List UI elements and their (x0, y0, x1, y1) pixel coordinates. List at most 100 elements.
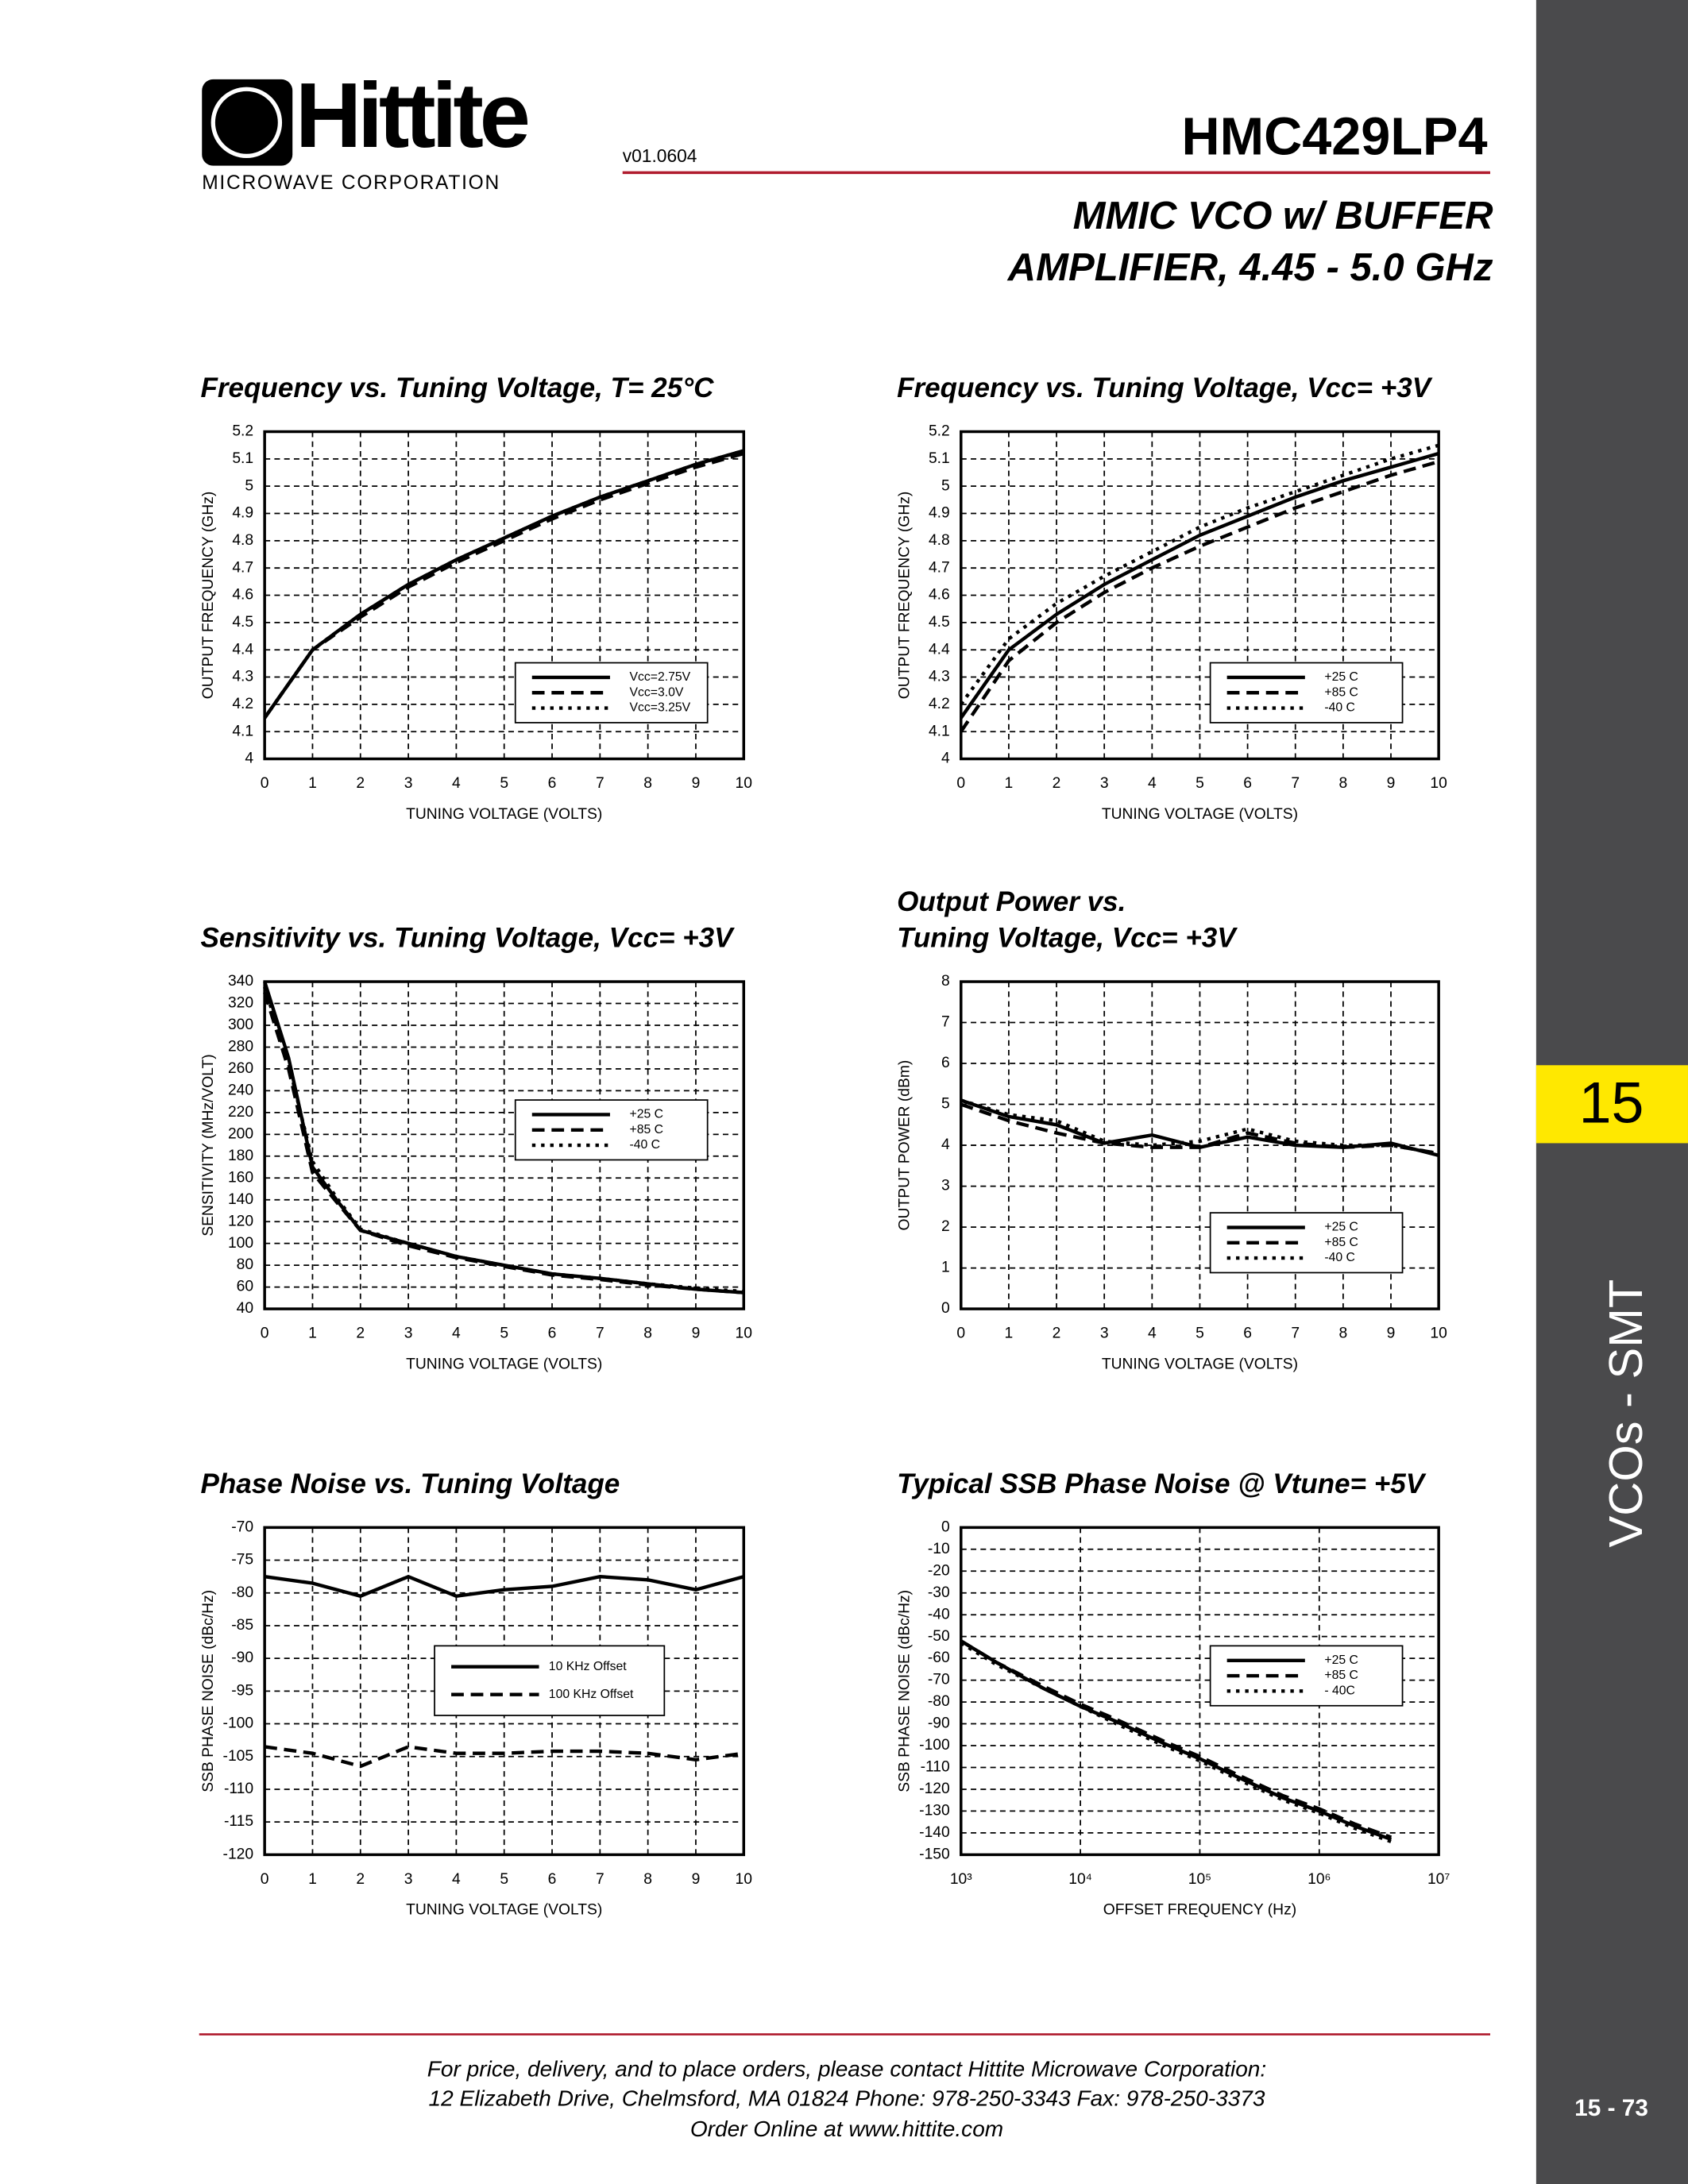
legend-label: +85 C (1324, 1236, 1358, 1249)
x-tick-label: 7 (596, 1325, 605, 1342)
y-tick-label: 5.1 (232, 450, 253, 467)
chart-title: Sensitivity vs. Tuning Voltage, Vcc= +3V (200, 923, 735, 954)
y-tick-label: 1 (941, 1260, 950, 1276)
x-tick-label: 2 (356, 1325, 365, 1342)
y-tick-label: -120 (919, 1781, 950, 1797)
x-tick-label: 2 (1053, 1325, 1061, 1342)
x-tick-label: 7 (1291, 1325, 1300, 1342)
y-tick-label: 5 (245, 477, 253, 494)
y-tick-label: 2 (941, 1218, 950, 1235)
x-tick-label: 0 (956, 1325, 965, 1342)
x-tick-label: 7 (596, 775, 605, 792)
legend-label: +85 C (1324, 685, 1358, 699)
y-tick-label: 5.2 (232, 423, 253, 440)
y-tick-label: -10 (928, 1541, 950, 1557)
y-tick-label: 3 (941, 1178, 950, 1194)
y-tick-label: -110 (921, 1759, 950, 1776)
y-axis-label: OUTPUT FREQUENCY (GHz) (897, 492, 914, 700)
plot-frame (263, 1526, 746, 1857)
y-tick-label: -70 (231, 1518, 253, 1535)
x-axis-label: TUNING VOLTAGE (VOLTS) (406, 1356, 602, 1372)
y-tick-label: 4 (941, 751, 950, 767)
legend-label: +25 C (1324, 670, 1358, 684)
y-tick-label: 260 (228, 1060, 253, 1077)
y-tick-label: -50 (928, 1628, 950, 1645)
y-tick-label: 4.1 (232, 723, 253, 739)
x-tick-label: 1 (1005, 775, 1014, 792)
x-tick-label: 10 (1430, 775, 1447, 792)
plot-frame (263, 980, 746, 1310)
x-axis-label: TUNING VOLTAGE (VOLTS) (1102, 1356, 1298, 1372)
x-tick-label: 10 (736, 775, 752, 792)
legend-box (1209, 662, 1404, 723)
x-tick-label: 5 (1196, 1325, 1204, 1342)
y-tick-label: 4.7 (232, 559, 253, 576)
x-tick-label: 1 (308, 1871, 317, 1888)
x-tick-label: 9 (692, 1871, 701, 1888)
x-tick-label: 3 (404, 1871, 413, 1888)
x-axis-label: TUNING VOLTAGE (VOLTS) (406, 806, 602, 823)
series-line (960, 1102, 1439, 1156)
x-tick-label: 3 (1100, 775, 1109, 792)
x-tick-label: 1 (1005, 1325, 1014, 1342)
x-tick-label: 10 (736, 1325, 752, 1342)
legend-label: +85 C (629, 1123, 663, 1136)
x-tick-label: 3 (404, 775, 413, 792)
x-tick-label: 8 (643, 775, 652, 792)
series-line (263, 986, 744, 1294)
legend-label: 100 KHz Offset (549, 1688, 634, 1701)
x-tick-label: 5 (500, 775, 508, 792)
x-tick-label: 6 (548, 1325, 557, 1342)
series-line (264, 1574, 744, 1599)
series-line (960, 1098, 1439, 1156)
series-line (959, 451, 1439, 720)
x-axis-label: TUNING VOLTAGE (VOLTS) (406, 1902, 602, 1919)
y-tick-label: 4.5 (232, 614, 253, 631)
y-tick-label: 40 (237, 1300, 253, 1317)
x-tick-label: 0 (956, 775, 965, 792)
x-tick-label: 5 (500, 1325, 508, 1342)
x-axis-label: TUNING VOLTAGE (VOLTS) (1102, 806, 1298, 823)
plot-frame (960, 980, 1440, 1310)
y-axis-label: OUTPUT FREQUENCY (GHz) (200, 492, 217, 700)
y-tick-label: -150 (919, 1846, 950, 1862)
y-tick-label: -60 (928, 1650, 950, 1666)
y-tick-label: 4.9 (232, 505, 253, 522)
y-tick-label: 4.4 (232, 641, 253, 658)
legend-label: Vcc=3.25V (629, 701, 690, 715)
x-tick-label: 9 (692, 1325, 701, 1342)
y-tick-label: -130 (919, 1803, 950, 1819)
y-tick-label: 4.3 (232, 669, 253, 685)
footer-line: 12 Elizabeth Drive, Chelmsford, MA 01824… (429, 2086, 1265, 2110)
y-tick-label: 4.5 (929, 614, 950, 631)
y-tick-label: -85 (231, 1617, 253, 1634)
x-tick-label: 6 (1243, 1325, 1252, 1342)
y-tick-label: -100 (223, 1715, 254, 1732)
legend-box (1209, 1645, 1404, 1707)
chart-title: Tuning Voltage, Vcc= +3V (897, 923, 1238, 954)
legend-label: +25 C (629, 1108, 663, 1121)
x-tick-label: 10⁴ (1068, 1871, 1092, 1888)
y-tick-label: 100 (228, 1235, 253, 1252)
legend-label: -40 C (1324, 1251, 1355, 1264)
x-tick-label: 7 (596, 1871, 605, 1888)
y-tick-label: -120 (223, 1846, 254, 1862)
legend-label: -40 C (1324, 701, 1355, 715)
y-tick-label: 240 (228, 1082, 253, 1098)
y-tick-label: 0 (941, 1300, 950, 1317)
x-tick-label: 0 (261, 775, 269, 792)
chart-title: Frequency vs. Tuning Voltage, T= 25°C (200, 372, 714, 403)
chart-title: Frequency vs. Tuning Voltage, Vcc= +3V (897, 372, 1433, 403)
y-tick-label: 8 (941, 973, 950, 990)
section-label: VCOs - SMT (1599, 1279, 1652, 1548)
x-tick-label: 0 (261, 1871, 269, 1888)
chart-title: Output Power vs. (897, 886, 1126, 917)
x-tick-label: 2 (1053, 775, 1061, 792)
chart-title: Typical SSB Phase Noise @ Vtune= +5V (897, 1468, 1427, 1499)
series-line (960, 443, 1439, 706)
y-tick-label: 4.4 (929, 641, 950, 658)
y-tick-label: 4.2 (232, 696, 253, 712)
y-tick-label: 220 (228, 1104, 253, 1121)
series-line (960, 1639, 1393, 1839)
